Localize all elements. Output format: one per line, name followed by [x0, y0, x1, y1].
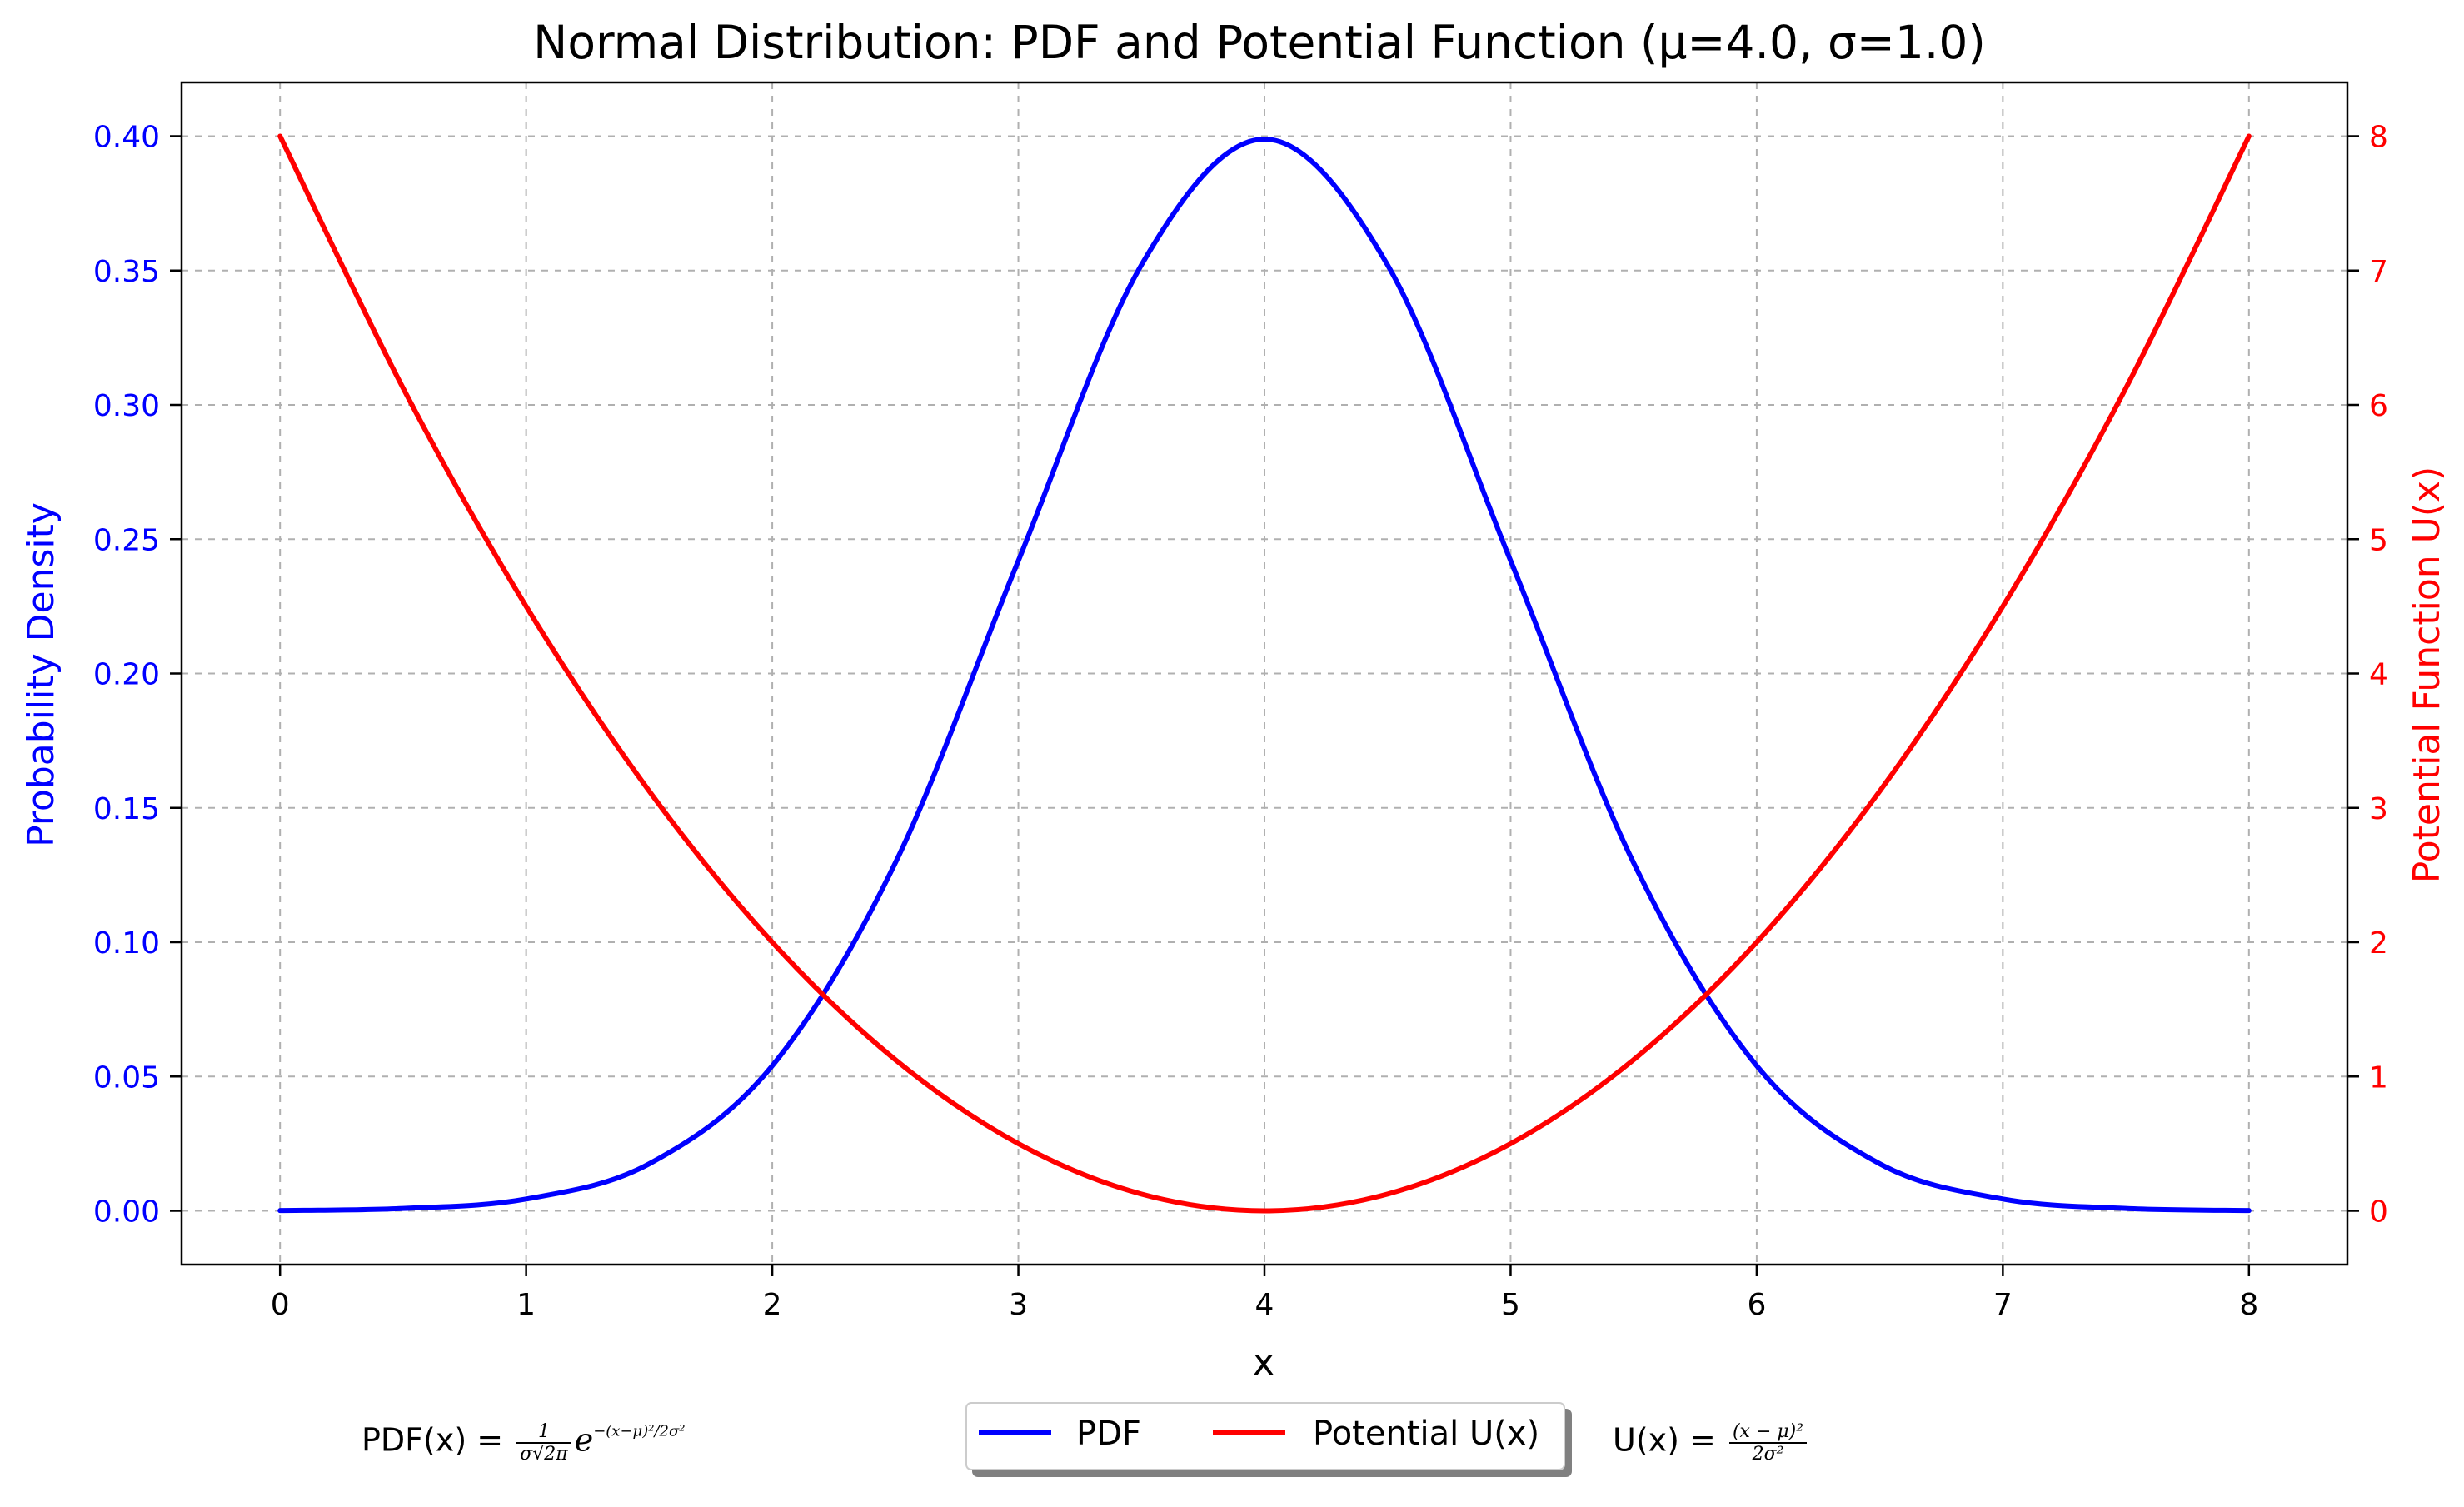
y-right-tick-label: 6	[2369, 389, 2388, 423]
x-tick-label: 1	[516, 1288, 536, 1322]
series-layer	[277, 133, 2252, 1214]
y-axis-right-label: Potential Function U(x)	[2406, 467, 2448, 883]
y-right-tick-label: 5	[2369, 523, 2388, 557]
pdf-formula-denominator: σ√2π	[520, 1444, 568, 1465]
pdf-formula: PDF(x) = 1 σ√2π e−(x−μ)²/2σ²	[362, 1421, 685, 1465]
x-tick-label: 0	[271, 1288, 290, 1322]
pdf-formula-base: e	[574, 1421, 594, 1459]
x-tick-label: 5	[1501, 1288, 1520, 1322]
legend-pdf-label: PDF	[1076, 1415, 1141, 1453]
y-right-tick-label: 7	[2369, 255, 2388, 289]
pdf-formula-fraction: 1 σ√2π	[516, 1421, 571, 1465]
ticks-layer: 0 1 2 3 4 5 6 7 8 0.00 0.05 0.10 0.15 0.20 0.25 0.30 0.3…	[93, 121, 2388, 1323]
potential-formula: U(x) = (x − μ)² 2σ²	[1613, 1421, 1810, 1465]
potential-formula-label: U(x) =	[1613, 1421, 1716, 1459]
x-tick-label: 6	[1747, 1288, 1766, 1322]
legend: PDF Potential U(x)	[965, 1402, 1565, 1470]
x-tick-label: 7	[1993, 1288, 2013, 1322]
y-left-tick-label: 0.15	[93, 792, 160, 826]
pdf-formula-numerator: 1	[516, 1421, 571, 1444]
y-right-tick-label: 1	[2369, 1060, 2388, 1095]
y-right-tick-label: 8	[2369, 121, 2388, 155]
y-axis-left-label: Probability Density	[20, 502, 62, 847]
legend-potential-label: Potential U(x)	[1313, 1415, 1539, 1453]
y-left-tick-label: 0.10	[93, 926, 160, 961]
x-tick-label: 4	[1255, 1288, 1274, 1322]
y-left-tick-label: 0.05	[93, 1060, 160, 1095]
potential-formula-fraction: (x − μ)² 2σ²	[1728, 1421, 1808, 1465]
pdf-series-line	[277, 137, 2252, 1214]
potential-formula-numerator: (x − μ)²	[1728, 1421, 1808, 1444]
y-left-tick-label: 0.35	[93, 255, 160, 289]
x-tick-label: 8	[2239, 1288, 2258, 1322]
y-right-tick-label: 3	[2369, 792, 2388, 826]
grid-layer	[182, 82, 2347, 1265]
y-left-tick-label: 0.40	[93, 121, 160, 155]
potential-series-line	[277, 133, 2252, 1214]
y-right-tick-label: 0	[2369, 1195, 2388, 1230]
chart-title: Normal Distribution: PDF and Potential F…	[533, 16, 1986, 69]
pdf-formula-label: PDF(x) =	[362, 1421, 504, 1459]
y-left-tick-label: 0.25	[93, 523, 160, 557]
pdf-formula-exponent: −(x−μ)²/2σ²	[593, 1422, 686, 1440]
y-right-tick-label: 2	[2369, 926, 2388, 961]
x-tick-label: 3	[1009, 1288, 1028, 1322]
y-left-tick-label: 0.30	[93, 389, 160, 423]
potential-formula-denominator: 2σ²	[1752, 1444, 1784, 1465]
y-right-tick-label: 4	[2369, 658, 2388, 692]
x-axis-label: x	[1253, 1341, 1274, 1384]
y-left-tick-label: 0.00	[93, 1195, 160, 1230]
y-left-tick-label: 0.20	[93, 658, 160, 692]
x-tick-label: 2	[763, 1288, 782, 1322]
legend-box	[965, 1402, 1565, 1470]
